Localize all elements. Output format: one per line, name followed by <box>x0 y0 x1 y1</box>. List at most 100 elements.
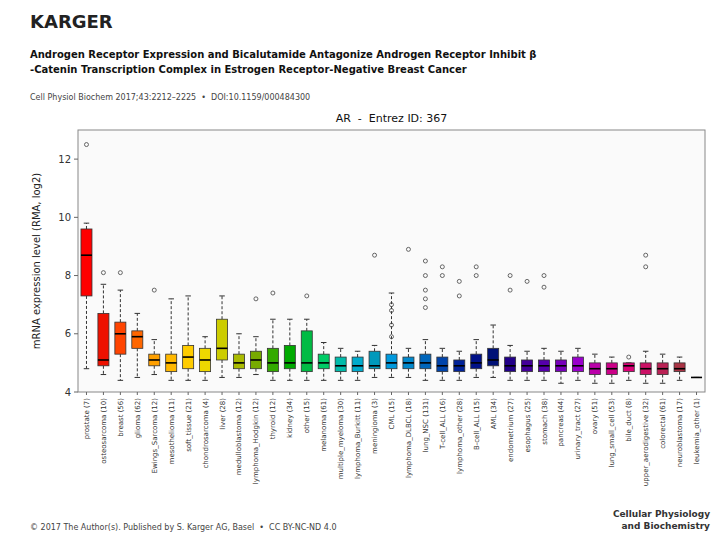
median <box>539 365 550 367</box>
box-group <box>589 354 600 383</box>
x-tick <box>577 392 578 395</box>
box <box>284 345 295 368</box>
box-group <box>623 355 634 380</box>
x-tick-label: lymphoma_DLBCL (18) <box>405 398 413 478</box>
box-group <box>369 253 380 377</box>
whisker-high <box>374 345 375 351</box>
box-group <box>183 296 194 380</box>
flier <box>390 308 394 312</box>
flier <box>423 259 427 263</box>
cap-high <box>660 354 666 355</box>
box <box>420 354 431 369</box>
flier <box>525 279 529 283</box>
box <box>522 360 533 372</box>
whisker-high <box>357 351 358 357</box>
cap-high <box>575 348 581 349</box>
box <box>233 354 244 369</box>
box-group <box>284 319 295 380</box>
cap-high <box>135 313 141 314</box>
box-group <box>555 351 566 383</box>
box <box>352 357 363 372</box>
x-tick-label: pancreas (44) <box>557 398 565 447</box>
box-group <box>200 337 211 381</box>
median <box>454 365 465 367</box>
box-group <box>539 274 550 381</box>
cap-high <box>185 295 191 296</box>
x-tick-label: thyroid (12) <box>269 398 277 440</box>
y-tick-label: 6 <box>65 328 71 339</box>
whisker-low <box>544 372 545 381</box>
whisker-high <box>340 348 341 357</box>
median <box>149 359 160 361</box>
x-tick-label: bile_duct (8) <box>625 398 633 442</box>
cap-high <box>152 339 158 340</box>
x-tick-label: lung_NSC (131) <box>422 398 430 453</box>
median <box>267 362 278 364</box>
boxes <box>81 143 702 384</box>
x-tick-label: medulloblastoma (12) <box>235 398 243 476</box>
cap-high <box>558 351 564 352</box>
whisker-high <box>662 354 663 363</box>
median <box>335 365 346 367</box>
box <box>606 363 617 375</box>
box <box>149 354 160 366</box>
box <box>166 354 177 371</box>
box <box>454 360 465 372</box>
box-group <box>132 313 143 377</box>
box <box>335 357 346 372</box>
cap-low <box>84 368 90 369</box>
cap-low <box>219 377 225 378</box>
box <box>640 363 651 375</box>
cap-low <box>389 377 395 378</box>
cap-low <box>609 383 615 384</box>
x-tick <box>357 392 358 395</box>
x-tick <box>171 392 172 395</box>
footer-right: Cellular Physiologyand Biochemistry <box>613 509 710 531</box>
box <box>623 363 634 372</box>
box-group <box>301 294 312 380</box>
cap-low <box>321 380 327 381</box>
cap-high <box>338 348 344 349</box>
box-group <box>420 259 431 380</box>
box <box>183 345 194 368</box>
box-group <box>606 357 617 383</box>
chart: KARGERAndrogen Receptor Expression and B… <box>0 0 720 540</box>
box-group <box>233 334 244 378</box>
cap-high <box>372 345 378 346</box>
whisker-low <box>425 369 426 381</box>
cap-high <box>118 290 124 291</box>
median <box>640 368 651 370</box>
median <box>522 365 533 367</box>
whisker-low <box>272 372 273 381</box>
cap-low <box>440 380 446 381</box>
median <box>132 336 143 338</box>
x-tick-label: neuroblastoma (17) <box>676 398 684 468</box>
flier <box>474 274 478 278</box>
x-tick <box>544 392 545 395</box>
cap-high <box>507 345 513 346</box>
cap-low <box>626 380 632 381</box>
x-tick-label: kidney (34) <box>286 398 294 438</box>
whisker-low <box>391 369 392 378</box>
box <box>250 351 261 368</box>
flier <box>271 291 275 295</box>
x-tick <box>628 392 629 395</box>
cap-low <box>152 374 158 375</box>
x-tick-label: esophagus (25) <box>524 398 532 453</box>
cap-high <box>304 319 310 320</box>
x-tick-label: osteosarcoma (10) <box>100 398 108 464</box>
x-tick <box>594 392 595 395</box>
cap-high <box>253 336 259 337</box>
x-tick-label: soft_tissue (21) <box>185 398 193 452</box>
median <box>284 362 295 364</box>
whisker-low <box>527 372 528 381</box>
flier <box>101 271 105 275</box>
median <box>233 362 244 364</box>
x-tick <box>645 392 646 395</box>
box-group <box>335 348 346 380</box>
cap-low <box>558 383 564 384</box>
whisker-low <box>560 372 561 384</box>
box <box>318 354 329 369</box>
cap-high <box>168 298 174 299</box>
box-group <box>657 354 668 383</box>
